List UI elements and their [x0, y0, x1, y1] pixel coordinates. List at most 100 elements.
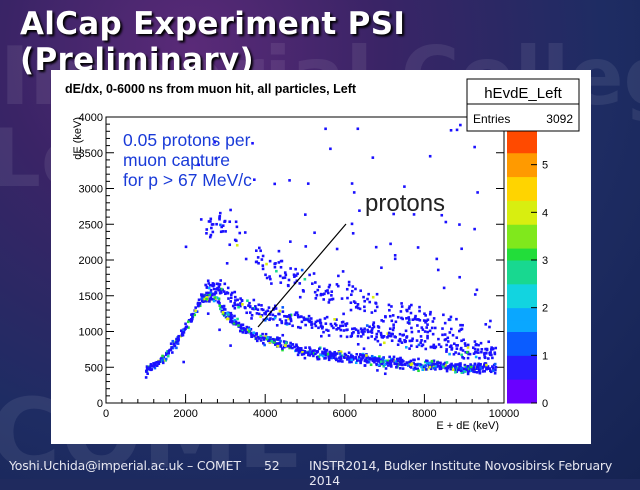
- data-point: [182, 360, 185, 364]
- data-point: [432, 366, 436, 370]
- data-point: [359, 327, 363, 331]
- data-point: [476, 191, 479, 194]
- y-axis: 0 500 1000 1500 2000 2500 3000 3500 4000: [79, 112, 504, 410]
- data-point: [428, 154, 432, 158]
- data-point: [382, 341, 386, 345]
- data-point: [438, 365, 441, 369]
- data-point: [261, 308, 265, 312]
- data-point: [370, 331, 374, 334]
- data-point: [366, 336, 370, 340]
- data-point: [271, 338, 275, 342]
- data-point: [429, 367, 433, 371]
- data-point: [392, 326, 396, 329]
- data-point: [220, 305, 224, 308]
- data-point: [296, 353, 300, 357]
- data-point: [417, 357, 420, 361]
- data-point: [341, 360, 344, 363]
- data-point: [298, 348, 302, 352]
- data-point: [464, 344, 467, 347]
- data-point: [436, 364, 440, 367]
- data-point: [468, 369, 472, 373]
- data-point: [294, 349, 298, 352]
- data-point: [356, 127, 360, 131]
- data-point: [414, 314, 417, 318]
- color-scale-bin: [507, 200, 537, 213]
- data-point: [327, 301, 331, 304]
- data-point: [221, 230, 225, 233]
- data-point: [445, 350, 448, 353]
- data-point: [416, 246, 420, 249]
- data-point: [377, 359, 381, 363]
- color-scale-bin: [507, 164, 537, 178]
- data-point: [274, 343, 277, 346]
- data-point: [324, 353, 328, 357]
- data-point: [306, 351, 310, 355]
- data-point: [169, 342, 173, 346]
- data-point: [406, 364, 410, 367]
- data-point: [434, 364, 438, 368]
- data-point: [355, 353, 359, 356]
- data-point: [288, 179, 291, 182]
- data-point: [423, 330, 427, 333]
- data-point: [209, 291, 213, 295]
- data-point: [255, 312, 259, 315]
- data-point: [444, 220, 448, 224]
- data-point: [359, 361, 362, 365]
- data-point: [145, 365, 149, 368]
- data-point: [218, 291, 222, 295]
- data-point: [434, 363, 437, 367]
- data-point: [415, 339, 419, 342]
- data-point: [359, 289, 363, 293]
- data-point: [219, 223, 222, 227]
- data-point: [175, 346, 178, 350]
- data-point: [449, 327, 453, 331]
- data-point: [214, 157, 218, 160]
- data-point: [443, 333, 447, 336]
- data-point: [257, 246, 261, 250]
- data-point: [459, 367, 463, 370]
- data-point: [426, 334, 429, 338]
- data-point: [412, 361, 415, 365]
- data-point: [433, 326, 437, 330]
- data-point: [289, 240, 292, 243]
- footer-email: Yoshi.Uchida@imperial.ac.uk – COMET: [9, 458, 241, 473]
- data-point: [485, 348, 489, 352]
- data-point: [386, 336, 389, 339]
- data-point: [370, 328, 374, 332]
- data-point: [320, 334, 323, 338]
- data-point: [337, 359, 340, 363]
- data-point: [459, 123, 462, 127]
- data-point: [347, 356, 350, 359]
- data-point: [399, 310, 403, 313]
- data-point: [157, 360, 160, 364]
- data-point: [211, 230, 215, 234]
- data-point: [371, 326, 374, 330]
- data-point: [298, 347, 302, 350]
- data-point: [485, 363, 488, 367]
- data-point: [276, 336, 279, 340]
- data-point: [214, 290, 217, 294]
- data-point: [358, 307, 362, 311]
- data-point: [449, 128, 453, 132]
- data-point: [389, 362, 393, 365]
- data-point: [261, 254, 265, 258]
- data-point: [326, 329, 330, 332]
- data-point: [363, 305, 366, 309]
- data-point: [339, 328, 343, 332]
- data-point: [424, 347, 428, 351]
- data-point: [404, 363, 407, 366]
- data-point: [491, 366, 495, 370]
- annotation: 0.05 protons per muon capture for p > 67…: [123, 130, 445, 328]
- data-point: [235, 225, 239, 229]
- data-point: [458, 329, 461, 333]
- data-point: [366, 361, 369, 364]
- data-point: [395, 365, 398, 369]
- data-point: [233, 314, 236, 318]
- data-point: [153, 366, 157, 370]
- data-point: [376, 369, 379, 372]
- data-point: [277, 249, 281, 253]
- data-point: [240, 299, 244, 302]
- data-point: [425, 326, 429, 329]
- data-point: [256, 335, 260, 339]
- data-point: [171, 339, 175, 343]
